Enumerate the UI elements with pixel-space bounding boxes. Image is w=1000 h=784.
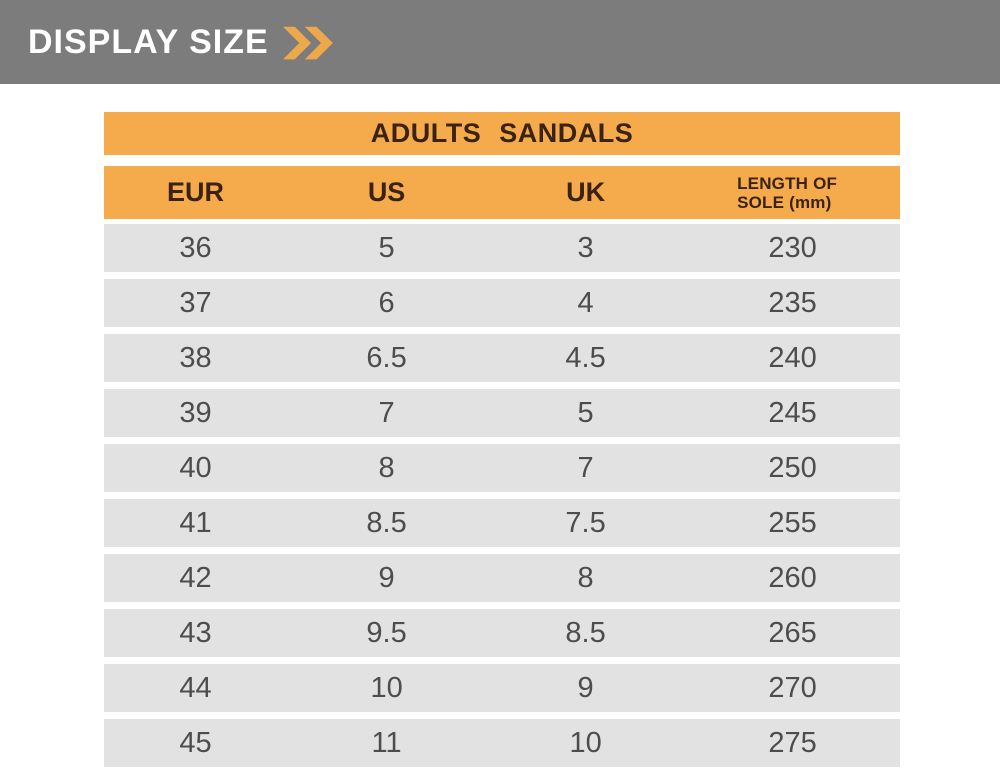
table-cell: 6 xyxy=(378,286,395,319)
table-cell: 39 xyxy=(179,396,212,429)
table-cell: 36 xyxy=(179,231,212,264)
table-cell: 4 xyxy=(577,286,594,319)
table-cell: 245 xyxy=(768,396,817,429)
table-body: 36 5 3 230 37 6 4 235 38 6.5 4.5 240 39 7 5 245 40 8 7 250 4… xyxy=(104,224,900,767)
table-cell: 6.5 xyxy=(366,341,407,374)
table-cell: 44 xyxy=(179,671,212,704)
column-header-length-of-sole: LENGTH OF SOLE (mm) xyxy=(685,174,900,212)
table-cell: 9 xyxy=(577,671,594,704)
table-cell: 275 xyxy=(768,726,817,759)
table-cell: 42 xyxy=(179,561,212,594)
table-cell: 250 xyxy=(768,451,817,484)
table-cell: 8.5 xyxy=(565,616,606,649)
table-cell: 4.5 xyxy=(565,341,606,374)
table-row: 43 9.5 8.5 265 xyxy=(104,609,900,657)
table-cell: 10 xyxy=(370,671,403,704)
table-cell: 43 xyxy=(179,616,212,649)
column-header-us: US xyxy=(367,177,406,207)
table-cell: 9 xyxy=(378,561,395,594)
table-cell: 40 xyxy=(179,451,212,484)
page-title: DISPLAY SIZE xyxy=(28,22,269,61)
column-header-length-line2: SOLE (mm) xyxy=(737,192,832,212)
table-row: 41 8.5 7.5 255 xyxy=(104,499,900,547)
table-title: ADULTS SANDALS xyxy=(104,112,900,155)
table-cell: 8 xyxy=(378,451,395,484)
table-cell: 265 xyxy=(768,616,817,649)
table-cell: 235 xyxy=(768,286,817,319)
table-cell: 8 xyxy=(577,561,594,594)
table-row: 44 10 9 270 xyxy=(104,664,900,712)
column-header-eur: EUR xyxy=(167,177,225,207)
table-cell: 8.5 xyxy=(366,506,407,539)
table-row: 37 6 4 235 xyxy=(104,279,900,327)
table-cell: 230 xyxy=(768,231,817,264)
table-cell: 37 xyxy=(179,286,212,319)
table-cell: 7 xyxy=(577,451,594,484)
table-row: 42 9 8 260 xyxy=(104,554,900,602)
table-header-row: EUR US UK LENGTH OF SOLE (mm) xyxy=(104,166,900,219)
table-cell: 9.5 xyxy=(366,616,407,649)
table-row: 45 11 10 275 xyxy=(104,719,900,767)
table-cell: 41 xyxy=(179,506,212,539)
table-row: 38 6.5 4.5 240 xyxy=(104,334,900,382)
double-chevron-right-icon xyxy=(282,26,333,60)
column-header-uk: UK xyxy=(566,177,606,207)
table-cell: 7.5 xyxy=(565,506,606,539)
table-cell: 270 xyxy=(768,671,817,704)
table-cell: 11 xyxy=(371,726,402,759)
table-cell: 10 xyxy=(569,726,602,759)
table-cell: 5 xyxy=(577,396,594,429)
table-cell: 38 xyxy=(179,341,212,374)
table-cell: 45 xyxy=(179,726,212,759)
table-cell: 3 xyxy=(577,231,594,264)
table-cell: 240 xyxy=(768,341,817,374)
size-table: ADULTS SANDALS EUR US UK LENGTH OF SOLE … xyxy=(104,112,900,774)
table-row: 40 8 7 250 xyxy=(104,444,900,492)
table-cell: 260 xyxy=(768,561,817,594)
banner: DISPLAY SIZE xyxy=(0,0,1000,84)
table-cell: 255 xyxy=(768,506,817,539)
table-cell: 7 xyxy=(378,396,395,429)
table-row: 36 5 3 230 xyxy=(104,224,900,272)
table-cell: 5 xyxy=(378,231,395,264)
column-header-length-line1: LENGTH OF xyxy=(737,173,838,193)
table-row: 39 7 5 245 xyxy=(104,389,900,437)
